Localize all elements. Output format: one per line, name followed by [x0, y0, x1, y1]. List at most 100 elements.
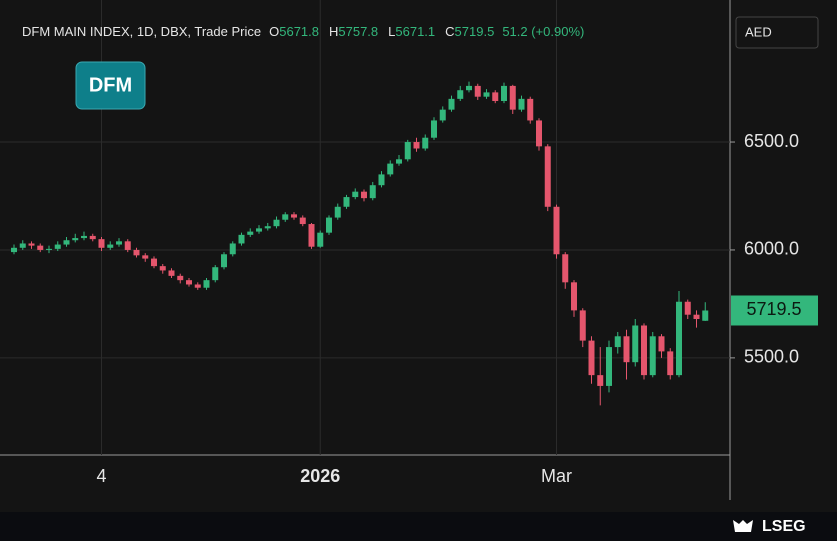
- candle-body: [684, 301, 691, 315]
- candle-body: [606, 347, 612, 386]
- candle-body: [623, 336, 630, 363]
- candle-body: [299, 217, 306, 225]
- ohlc-label: C: [445, 24, 454, 39]
- candle-body: [116, 241, 122, 245]
- ohlc-value: 5757.8: [338, 24, 378, 39]
- candle-body: [334, 206, 341, 218]
- candle-body: [194, 284, 201, 288]
- candle-body: [352, 191, 359, 198]
- candle-body: [483, 92, 490, 97]
- brand: LSEG: [762, 518, 806, 535]
- candle-body: [553, 206, 560, 255]
- candle-body: [256, 228, 262, 232]
- candle-body: [159, 266, 166, 271]
- candle-body: [387, 163, 394, 175]
- x-tick-label: 4: [96, 466, 106, 486]
- candle-body: [177, 275, 184, 281]
- candle-body: [11, 247, 17, 253]
- ohlc-value: 5671.1: [395, 24, 435, 39]
- currency: AED: [745, 24, 772, 39]
- candle-body: [221, 254, 227, 268]
- candle-body: [291, 214, 297, 218]
- candle-body: [693, 314, 700, 320]
- badge: [75, 61, 146, 110]
- last-price-label: 5719.5: [746, 299, 801, 319]
- candle-body: [518, 98, 525, 110]
- candle-body: [614, 336, 621, 348]
- candle-body: [702, 310, 709, 321]
- candle-body: [422, 137, 429, 149]
- candle-body: [562, 254, 569, 283]
- candle-body: [509, 85, 516, 110]
- candle-body: [439, 109, 446, 121]
- y-tick-label: 6000.0: [744, 239, 799, 259]
- candle-body: [369, 185, 376, 199]
- candle-body: [19, 243, 26, 248]
- y-tick-label: 5500.0: [744, 347, 799, 367]
- candle-body: [229, 243, 236, 255]
- change: 51.2 (+0.90%): [502, 24, 584, 39]
- candle-body: [89, 235, 96, 240]
- candle-body: [658, 336, 665, 352]
- ohlc-label: O: [269, 24, 279, 39]
- ohlc-label: H: [329, 24, 338, 39]
- header: DFM MAIN INDEX, 1D, DBX, Trade Price O567…: [22, 24, 584, 39]
- candle-body: [632, 325, 639, 363]
- title: DFM MAIN INDEX, 1D, DBX, Trade Price: [22, 24, 261, 39]
- candle-body: [107, 244, 114, 248]
- candle-body: [282, 214, 289, 220]
- candle-body: [63, 240, 70, 245]
- candle-body: [492, 92, 499, 102]
- candle-body: [466, 85, 472, 91]
- candle-body: [81, 235, 87, 239]
- candle-body: [597, 375, 604, 386]
- candle-body: [264, 226, 271, 229]
- last-price-box: [731, 295, 818, 326]
- candle-body: [588, 340, 595, 376]
- candle-body: [378, 174, 385, 186]
- candle-body: [457, 90, 464, 99]
- candle-body: [536, 120, 542, 147]
- brand-icon: [733, 520, 753, 532]
- footer-bar: [0, 512, 837, 541]
- candle-body: [46, 248, 52, 250]
- candle-body: [203, 280, 210, 288]
- candle-body: [247, 231, 254, 235]
- x-tick-label: 2026: [300, 466, 340, 486]
- candle-body: [579, 310, 586, 341]
- ohlc-label: L: [388, 24, 395, 39]
- candle-body: [72, 238, 79, 241]
- candle-body: [676, 301, 682, 376]
- candle-body: [168, 270, 175, 276]
- brand-logo: [733, 520, 753, 532]
- candle-body: [361, 191, 367, 199]
- candle-body: [413, 142, 420, 149]
- candle-body: [308, 224, 315, 247]
- candle-body: [474, 85, 481, 97]
- candle-body: [238, 234, 245, 244]
- candle-body: [667, 351, 674, 376]
- badge-text: DFM: [89, 74, 132, 96]
- ohlc-value: 5671.8: [279, 24, 319, 39]
- candle-body: [317, 232, 324, 247]
- ohlc-value: 5719.5: [455, 24, 495, 39]
- candle-body: [641, 325, 647, 376]
- candle-body: [37, 245, 44, 250]
- candle-body: [151, 258, 157, 267]
- candle-body: [212, 267, 219, 281]
- candle-body: [448, 98, 455, 110]
- x-tick-label: Mar: [541, 466, 572, 486]
- candle-body: [273, 219, 280, 227]
- candle-body: [431, 120, 437, 138]
- candle-body: [343, 197, 350, 207]
- candle-body: [142, 255, 149, 259]
- candle-body: [133, 249, 140, 256]
- currency-box: [735, 16, 819, 49]
- candles: [11, 81, 709, 406]
- candle-body: [544, 146, 551, 207]
- candle-body: [396, 159, 402, 164]
- y-tick-label: 6500.0: [744, 131, 799, 151]
- candle-body: [54, 244, 61, 249]
- candle-body: [28, 243, 35, 246]
